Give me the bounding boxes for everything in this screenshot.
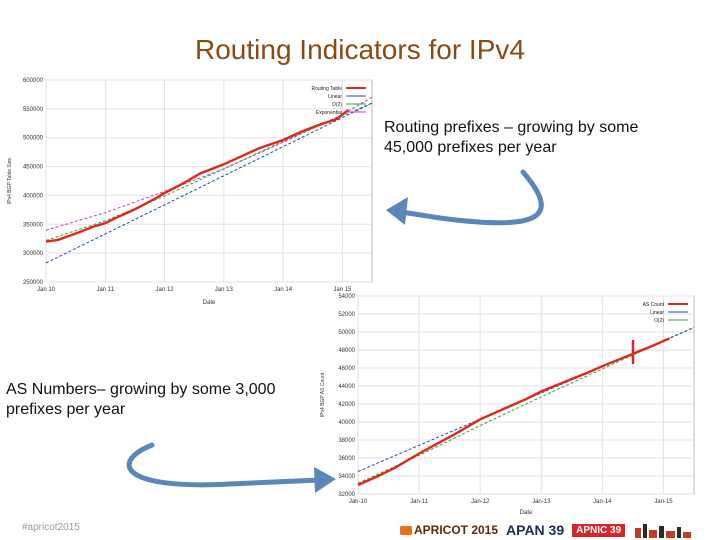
ascount-x-tick-label: Jan-12 xyxy=(471,499,490,505)
skyline-icon xyxy=(635,524,692,538)
ascount-y-tick-label: 52000 xyxy=(338,312,355,318)
ascount-x-tick-label: Jan-15 xyxy=(654,499,673,505)
routing-legend-label: Routing Table xyxy=(312,86,343,92)
ascount-legend-label: O(2) xyxy=(654,318,664,324)
ascount-series-as-count xyxy=(357,337,671,487)
ascount-y-tick-label: 34000 xyxy=(338,474,355,480)
ascount-y-tick-label: 44000 xyxy=(338,384,355,390)
curved-arrow-bottom xyxy=(126,442,323,488)
apricot-logo-text: APRICOT 2015 xyxy=(414,523,499,537)
routing-legend-label: Linear xyxy=(328,94,342,100)
routing-x-tick-label: Jan 10 xyxy=(37,287,56,293)
routing-series-routing-table xyxy=(45,109,350,243)
apan-logo: APAN 39 xyxy=(506,522,565,538)
routing-x-tick-label: Jan 15 xyxy=(333,287,352,293)
sponsor-logos: APRICOT 2015 APAN 39 APNIC 39 xyxy=(400,520,693,540)
routing-y-tick-label: 500000 xyxy=(23,136,44,142)
ascount-legend-label: Linear xyxy=(650,310,664,316)
ascount-legend-label: AS Count xyxy=(643,302,665,308)
ascount-y-tick-label: 50000 xyxy=(338,330,355,336)
ascount-y-tick-label: 40000 xyxy=(338,420,355,426)
chart-routing-table-size: 250000 300000 350000 400000 450000 500000 5500… xyxy=(7,78,373,306)
note-routing-prefixes-line-1: Routing prefixes – growing by some xyxy=(384,119,639,136)
routing-series-linear xyxy=(45,102,373,264)
ascount-y-axis-label: IPv4 BGP AS Count xyxy=(320,372,326,417)
note-routing-prefixes: Routing prefixes – growing by some 45,00… xyxy=(384,118,638,158)
note-routing-prefixes-line-2: 45,000 prefixes per year xyxy=(384,139,557,156)
routing-x-tick-label: Jan 12 xyxy=(156,287,175,293)
routing-legend-label: Exponential xyxy=(316,110,342,116)
ascount-y-tick-label: 42000 xyxy=(338,402,355,408)
routing-plot-area xyxy=(45,79,373,283)
ascount-y-tick-label: 46000 xyxy=(338,366,355,372)
apricot-mark-icon xyxy=(400,525,412,535)
footer-hashtag: #apricot2015 xyxy=(22,522,80,533)
curved-arrow-top xyxy=(392,169,544,226)
ascount-y-tick-label: 38000 xyxy=(338,438,355,444)
ascount-y-tick-label: 32000 xyxy=(338,492,355,498)
routing-y-axis-label: IPv4 BGP Table Size xyxy=(7,158,13,204)
slide-title: Routing Indicators for IPv4 xyxy=(195,34,525,65)
chart-as-count: 32000 34000 36000 38000 40000 42000 44000 46000… xyxy=(320,294,695,516)
note-as-numbers-line-2: prefixes per year xyxy=(6,401,126,418)
routing-y-tick-label: 600000 xyxy=(23,78,44,84)
apnic-logo: APNIC 39 xyxy=(572,523,626,537)
ascount-y-tick-label: 48000 xyxy=(338,348,355,354)
routing-y-tick-label: 400000 xyxy=(23,193,44,199)
ascount-x-tick-label: Jan-10 xyxy=(349,499,368,505)
routing-x-tick-label: Jan 14 xyxy=(274,287,293,293)
routing-legend-label: O(2) xyxy=(332,102,342,108)
routing-series-exponential xyxy=(45,96,373,231)
arrowhead-top-icon xyxy=(386,197,408,225)
ascount-x-tick-label: Jan-13 xyxy=(532,499,551,505)
routing-y-tick-label: 550000 xyxy=(23,107,44,113)
ascount-x-tick-label: Jan-11 xyxy=(410,499,429,505)
routing-y-tick-label: 450000 xyxy=(23,165,44,171)
ascount-plot-area xyxy=(357,295,695,495)
routing-x-axis-label: Date xyxy=(203,300,216,306)
routing-y-tick-label: 300000 xyxy=(23,251,44,257)
ascount-x-axis-label: Date xyxy=(520,510,533,516)
ascount-y-tick-label: 54000 xyxy=(338,294,355,300)
apricot-logo: APRICOT 2015 xyxy=(400,523,498,537)
ascount-y-tick-label: 36000 xyxy=(338,456,355,462)
routing-y-tick-label: 250000 xyxy=(23,280,44,286)
routing-x-tick-label: Jan 11 xyxy=(96,287,114,293)
note-as-numbers: AS Numbers– growing by some 3,000 prefix… xyxy=(6,380,275,420)
routing-x-tick-label: Jan 13 xyxy=(215,287,234,293)
routing-y-tick-label: 350000 xyxy=(23,222,44,228)
ascount-x-tick-label: Jan-14 xyxy=(593,499,612,505)
note-as-numbers-line-1: AS Numbers– growing by some 3,000 xyxy=(6,381,276,398)
